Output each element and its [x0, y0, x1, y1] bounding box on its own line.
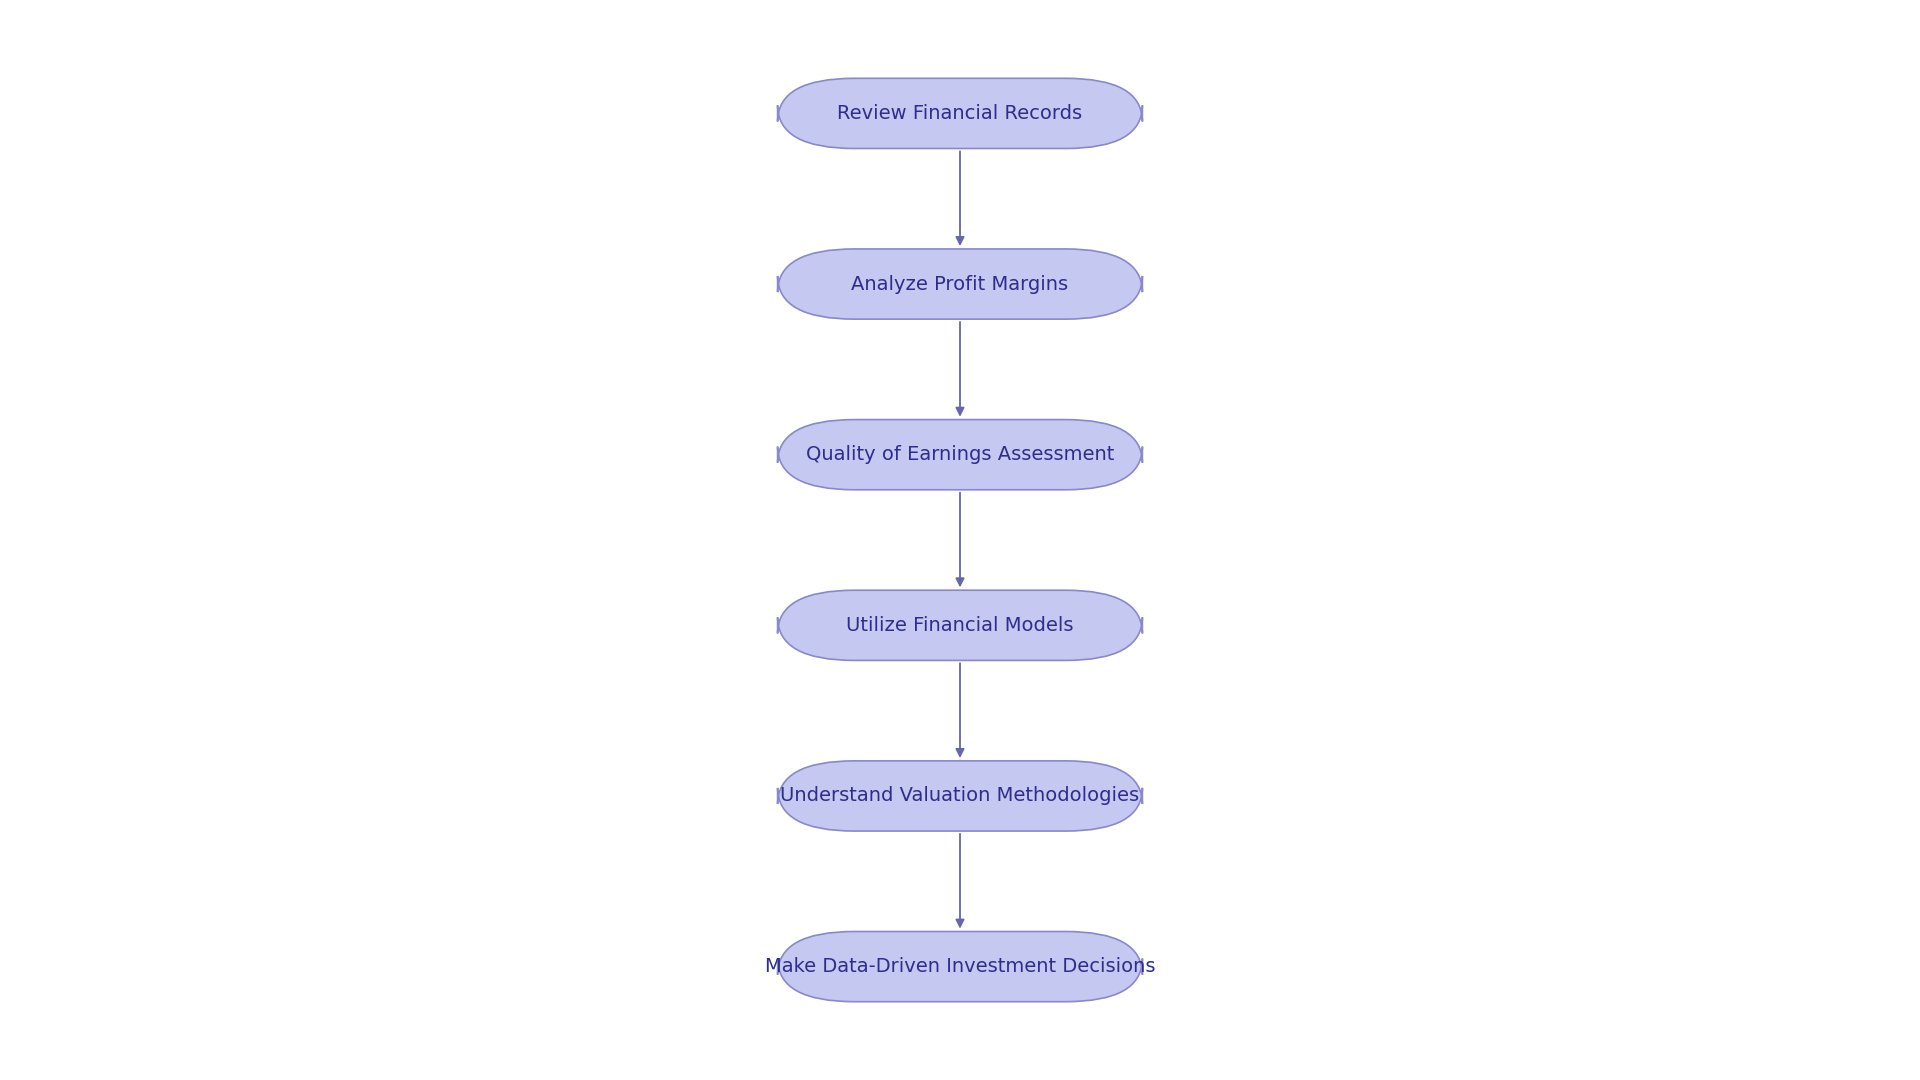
Text: Quality of Earnings Assessment: Quality of Earnings Assessment	[806, 445, 1114, 464]
Text: Review Financial Records: Review Financial Records	[837, 104, 1083, 123]
FancyBboxPatch shape	[778, 78, 1142, 148]
FancyBboxPatch shape	[778, 420, 1142, 489]
FancyBboxPatch shape	[778, 590, 1142, 660]
Text: Utilize Financial Models: Utilize Financial Models	[847, 616, 1073, 635]
FancyBboxPatch shape	[778, 931, 1142, 1002]
Text: Analyze Profit Margins: Analyze Profit Margins	[851, 274, 1069, 294]
Text: Understand Valuation Methodologies: Understand Valuation Methodologies	[780, 786, 1140, 806]
FancyBboxPatch shape	[778, 760, 1142, 832]
Text: Make Data-Driven Investment Decisions: Make Data-Driven Investment Decisions	[764, 957, 1156, 976]
FancyBboxPatch shape	[778, 248, 1142, 320]
